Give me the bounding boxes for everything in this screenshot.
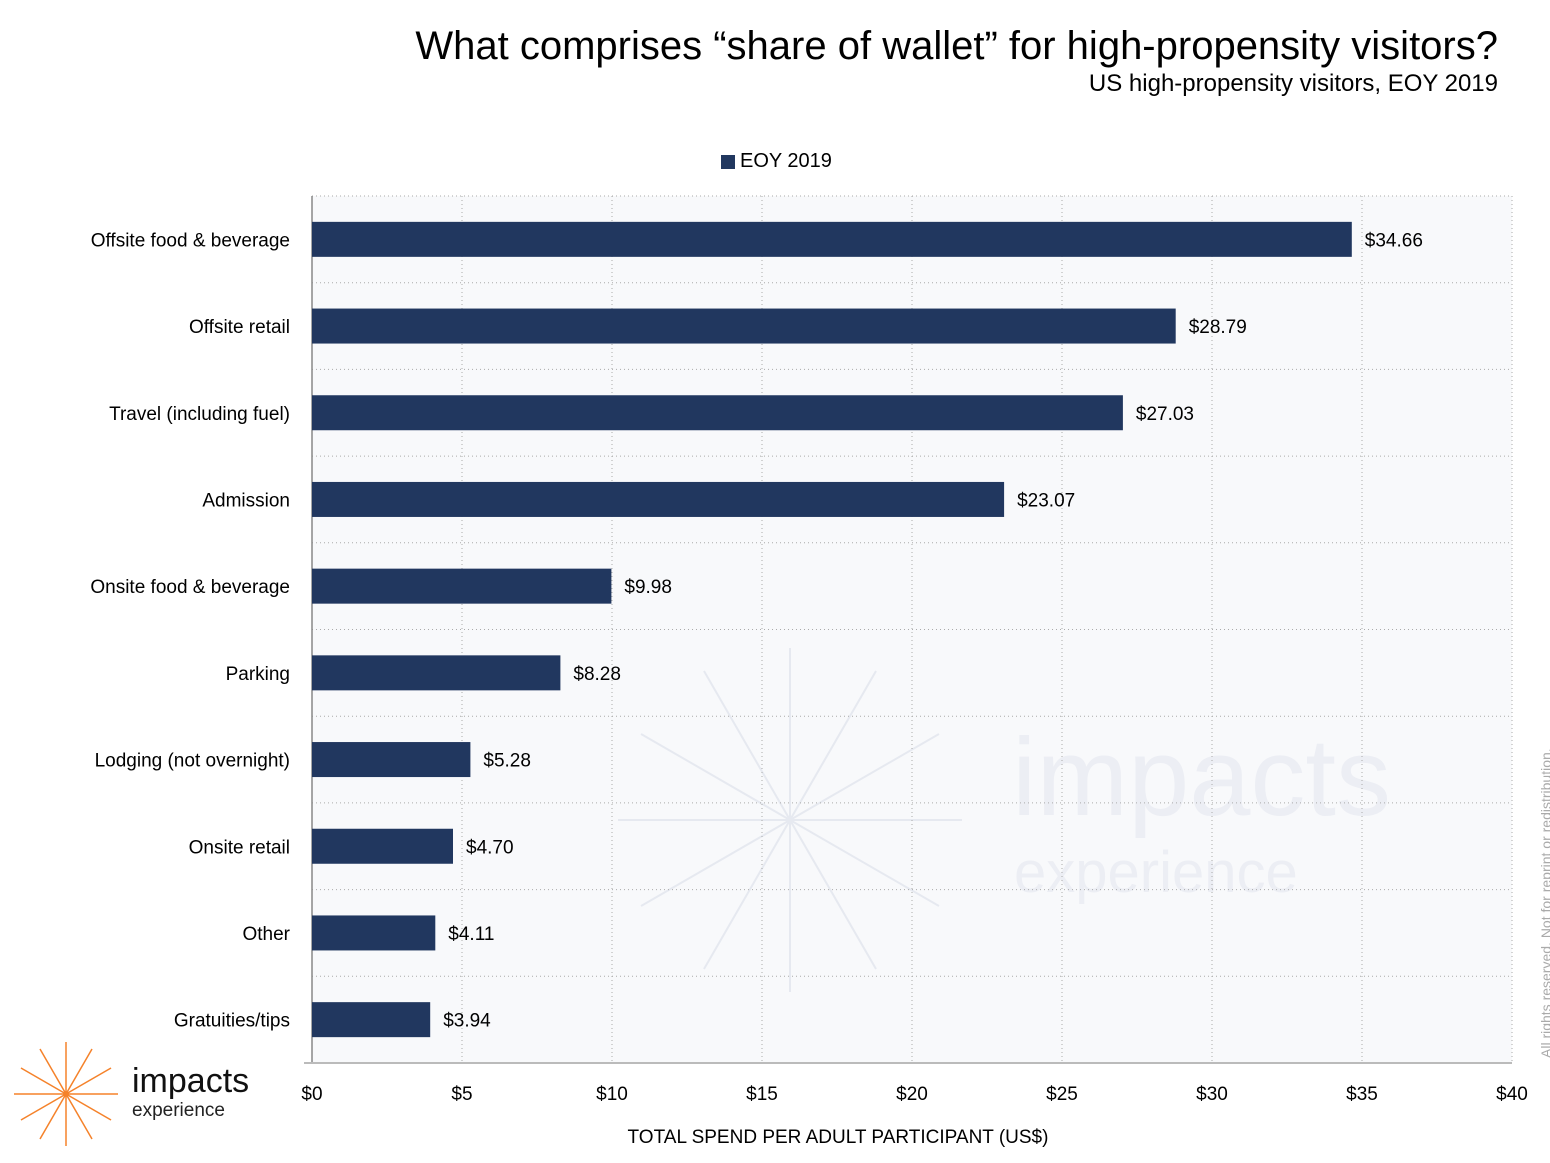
x-tick-label: $20: [896, 1084, 928, 1105]
data-label: $23.07: [1017, 490, 1075, 511]
chart-title: What comprises “share of wallet” for hig…: [415, 24, 1498, 68]
star-ray: [789, 819, 877, 970]
category-label: Other: [242, 924, 290, 945]
category-label: Offsite retail: [189, 317, 290, 338]
logo-star-icon: [14, 1042, 118, 1146]
watermark-text: impacts: [1012, 716, 1391, 839]
category-label: Admission: [202, 490, 290, 511]
data-label: $4.70: [466, 837, 514, 858]
star-ray: [20, 1093, 67, 1121]
star-ray: [39, 1048, 67, 1095]
star-ray: [65, 1093, 93, 1140]
bar: [312, 742, 471, 778]
category-label: Onsite food & beverage: [90, 577, 290, 598]
bar: [312, 1002, 431, 1038]
watermark-subtext: experience: [1014, 840, 1298, 905]
bar: [312, 915, 436, 951]
star-ray: [640, 733, 791, 821]
legend-label: EOY 2019: [740, 150, 832, 172]
bar: [312, 308, 1176, 344]
bar: [312, 481, 1005, 517]
bar: [312, 828, 453, 864]
bar: [312, 655, 561, 691]
star-ray: [703, 670, 791, 821]
category-label: Onsite retail: [189, 837, 290, 858]
data-label: $5.28: [483, 751, 531, 772]
logo-center: [63, 1091, 69, 1097]
watermark-star-icon: [618, 648, 962, 992]
chart-subtitle: US high-propensity visitors, EOY 2019: [1088, 70, 1498, 97]
star-ray: [39, 1093, 67, 1140]
star-ray: [65, 1067, 112, 1095]
bar: [312, 395, 1123, 431]
data-label: $3.94: [443, 1011, 491, 1032]
x-tick-label: $35: [1346, 1084, 1378, 1105]
star-ray: [789, 819, 940, 907]
logo-text: impacts: [132, 1062, 250, 1100]
x-axis-title: TOTAL SPEND PER ADULT PARTICIPANT (US$): [628, 1127, 1049, 1148]
category-label: Gratuities/tips: [174, 1011, 290, 1032]
rights-note: All rights reserved. Not for reprint or …: [1538, 748, 1550, 1058]
x-tick-label: $0: [301, 1084, 322, 1105]
data-label: $4.11: [448, 924, 494, 945]
data-label: $9.98: [624, 577, 672, 598]
legend-swatch: [721, 154, 735, 169]
legend: EOY 2019: [721, 150, 832, 173]
category-label: Offsite food & beverage: [91, 230, 290, 251]
x-tick-label: $5: [451, 1084, 472, 1105]
category-label: Travel (including fuel): [109, 404, 290, 425]
star-ray: [703, 819, 791, 970]
x-tick-label: $10: [596, 1084, 628, 1105]
data-label: $8.28: [573, 664, 621, 685]
bar: [312, 568, 612, 604]
star-ray: [789, 733, 940, 821]
bar: [312, 221, 1352, 257]
category-label: Parking: [226, 664, 290, 685]
logo-subtext: experience: [132, 1100, 225, 1121]
x-tick-label: $15: [746, 1084, 778, 1105]
star-ray: [789, 670, 877, 821]
logo-star: [14, 1042, 118, 1146]
star-ray: [65, 1093, 112, 1121]
star-ray: [20, 1067, 67, 1095]
star-ray: [640, 819, 791, 907]
star-ray: [65, 1048, 93, 1095]
x-tick-label: $25: [1046, 1084, 1078, 1105]
data-label: $34.66: [1365, 230, 1423, 251]
data-label: $28.79: [1189, 317, 1247, 338]
data-label: $27.03: [1136, 404, 1194, 425]
x-tick-label: $30: [1196, 1084, 1228, 1105]
category-label: Lodging (not overnight): [95, 751, 290, 772]
x-tick-label: $40: [1496, 1084, 1528, 1105]
